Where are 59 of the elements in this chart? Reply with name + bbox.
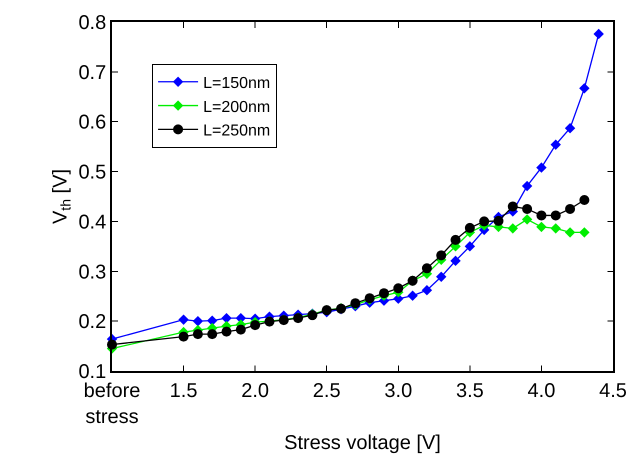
point [564,123,576,134]
point [422,285,432,296]
y-tick-label: 0.8 [78,12,106,34]
point [522,214,532,225]
point [436,250,446,260]
point [564,227,576,238]
point [407,290,418,301]
x-tick-label: 3.0 [384,380,412,402]
y-tick-label: 0.2 [78,311,106,334]
point [450,234,461,245]
point [593,28,604,40]
point [450,256,461,266]
point [178,314,189,325]
x-tick-label: 3.5 [456,380,484,402]
point [536,210,546,220]
legend-label: L=150nm [203,75,270,92]
point [393,283,404,294]
point [207,329,218,340]
point [508,223,518,234]
point [222,326,232,337]
y-tick-label: 0.3 [78,261,106,284]
x-tick-label: 2.5 [312,380,341,402]
x-tick-label: 1.5 [170,380,198,402]
point [236,324,246,335]
legend-label: L=250nm [203,122,270,140]
x-tick-label: 4.5 [599,380,627,402]
point [550,139,561,150]
x-axis-title: Stress voltage [V] [284,432,441,454]
y-tick-label: 0.6 [78,112,106,134]
point [550,223,561,234]
point [522,204,532,214]
point [536,162,547,173]
legend-label: L=200nm [203,98,270,116]
point [579,194,590,205]
point [378,288,389,298]
x-tick-label: 2.0 [241,380,270,402]
point [436,272,446,282]
point [250,320,260,330]
point [207,315,218,326]
point [493,216,504,226]
x-tick-label: 4.0 [528,380,556,402]
y-tick-label: 0.5 [78,162,106,184]
point [565,204,576,214]
point [422,263,432,274]
point [479,216,490,226]
point [221,312,232,324]
point [192,329,203,340]
point [536,222,547,232]
point [464,241,476,252]
point [579,83,590,94]
point [579,227,590,238]
point [178,332,189,342]
point [464,222,475,233]
y-tick-label: 0.7 [78,62,106,84]
point [192,316,204,326]
point [550,210,561,220]
point [508,201,518,212]
point [522,180,532,192]
y-tick-label: 0.4 [78,211,106,234]
